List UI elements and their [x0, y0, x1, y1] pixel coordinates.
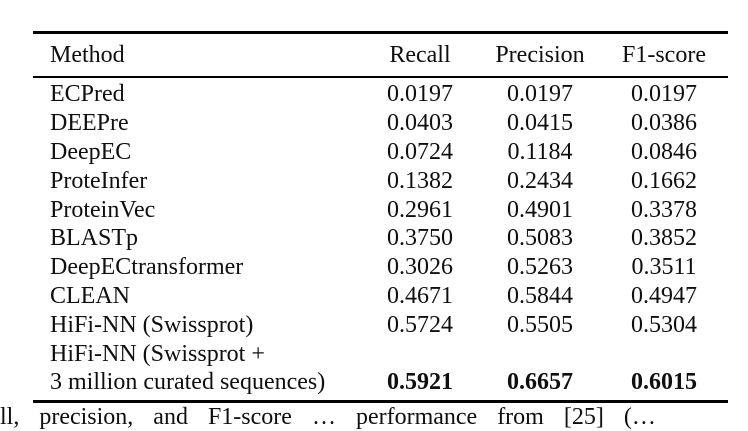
cell-method: HiFi-NN (Swissprot +	[50, 340, 265, 367]
table-row: 3 million curated sequences) 0.5921 0.66…	[33, 368, 728, 397]
cell-precision: 0.6657	[507, 369, 573, 396]
cell-precision: 0.5263	[507, 254, 573, 281]
cell-f1: 0.0197	[631, 81, 697, 108]
table-row: HiFi-NN (Swissprot +	[33, 340, 728, 369]
table-row: CLEAN 0.4671 0.5844 0.4947	[33, 282, 728, 311]
cell-recall: 0.5921	[387, 369, 453, 396]
cell-recall: 0.1382	[387, 167, 453, 194]
cell-method: DEEPre	[50, 110, 129, 137]
cell-f1: 0.3511	[631, 254, 697, 281]
cell-precision: 0.0197	[507, 81, 573, 108]
table-row: ECPred 0.0197 0.0197 0.0197	[33, 81, 728, 110]
table-body: ECPred 0.0197 0.0197 0.0197 DEEPre 0.040…	[33, 78, 728, 401]
cell-f1: 0.5304	[631, 311, 697, 338]
table-row: DeepEC 0.0724 0.1184 0.0846	[33, 138, 728, 167]
column-header-f1: F1-score	[622, 41, 706, 68]
cell-f1: 0.3378	[631, 196, 697, 223]
table-row: BLASTp 0.3750 0.5083 0.3852	[33, 224, 728, 253]
cell-method: DeepECtransformer	[50, 254, 244, 281]
cell-f1: 0.0846	[631, 138, 697, 165]
cell-f1: 0.4947	[631, 282, 697, 309]
paper-table-figure: Method Recall Precision F1-score ECPred …	[0, 31, 728, 430]
cell-f1: 0.1662	[631, 167, 697, 194]
caption-fragment: ll, precision, and F1-score … performanc…	[0, 404, 656, 430]
table-bottom-rule	[33, 400, 728, 404]
cell-method: ProteInfer	[50, 167, 148, 194]
table-row: DeepECtransformer 0.3026 0.5263 0.3511	[33, 253, 728, 282]
cell-recall: 0.5724	[387, 311, 453, 338]
cell-precision: 0.1184	[507, 138, 573, 165]
cell-recall: 0.0197	[387, 81, 453, 108]
cell-f1: 0.3852	[631, 225, 697, 252]
cell-recall: 0.3750	[387, 225, 453, 252]
results-table: Method Recall Precision F1-score ECPred …	[33, 31, 728, 404]
cell-recall: 0.3026	[387, 254, 453, 281]
cell-recall: 0.0724	[387, 138, 453, 165]
cell-recall: 0.2961	[387, 196, 453, 223]
cell-precision: 0.4901	[507, 196, 573, 223]
cell-method: HiFi-NN (Swissprot)	[50, 311, 254, 338]
cell-recall: 0.4671	[387, 282, 453, 309]
cell-precision: 0.0415	[507, 110, 573, 137]
table-row: ProteInfer 0.1382 0.2434 0.1662	[33, 167, 728, 196]
cell-precision: 0.2434	[507, 167, 573, 194]
cell-method: DeepEC	[50, 138, 132, 165]
column-header-precision: Precision	[495, 41, 585, 68]
column-header-method: Method	[50, 41, 125, 68]
cell-f1: 0.6015	[631, 369, 697, 396]
cell-method: 3 million curated sequences)	[50, 369, 326, 396]
cell-method: ProteinVec	[50, 196, 156, 223]
cell-method: CLEAN	[50, 282, 130, 309]
column-header-recall: Recall	[389, 41, 451, 68]
cell-precision: 0.5505	[507, 311, 573, 338]
cell-precision: 0.5083	[507, 225, 573, 252]
cell-precision: 0.5844	[507, 282, 573, 309]
table-row: HiFi-NN (Swissprot) 0.5724 0.5505 0.5304	[33, 311, 728, 340]
cell-method: ECPred	[50, 81, 125, 108]
table-row: ProteinVec 0.2961 0.4901 0.3378	[33, 196, 728, 225]
table-top-rule	[33, 31, 728, 34]
table-mid-rule	[33, 76, 728, 78]
table-header-row: Method Recall Precision F1-score	[33, 34, 728, 76]
cell-recall: 0.0403	[387, 110, 453, 137]
cell-method: BLASTp	[50, 225, 139, 252]
table-row: DEEPre 0.0403 0.0415 0.0386	[33, 109, 728, 138]
cell-f1: 0.0386	[631, 110, 697, 137]
